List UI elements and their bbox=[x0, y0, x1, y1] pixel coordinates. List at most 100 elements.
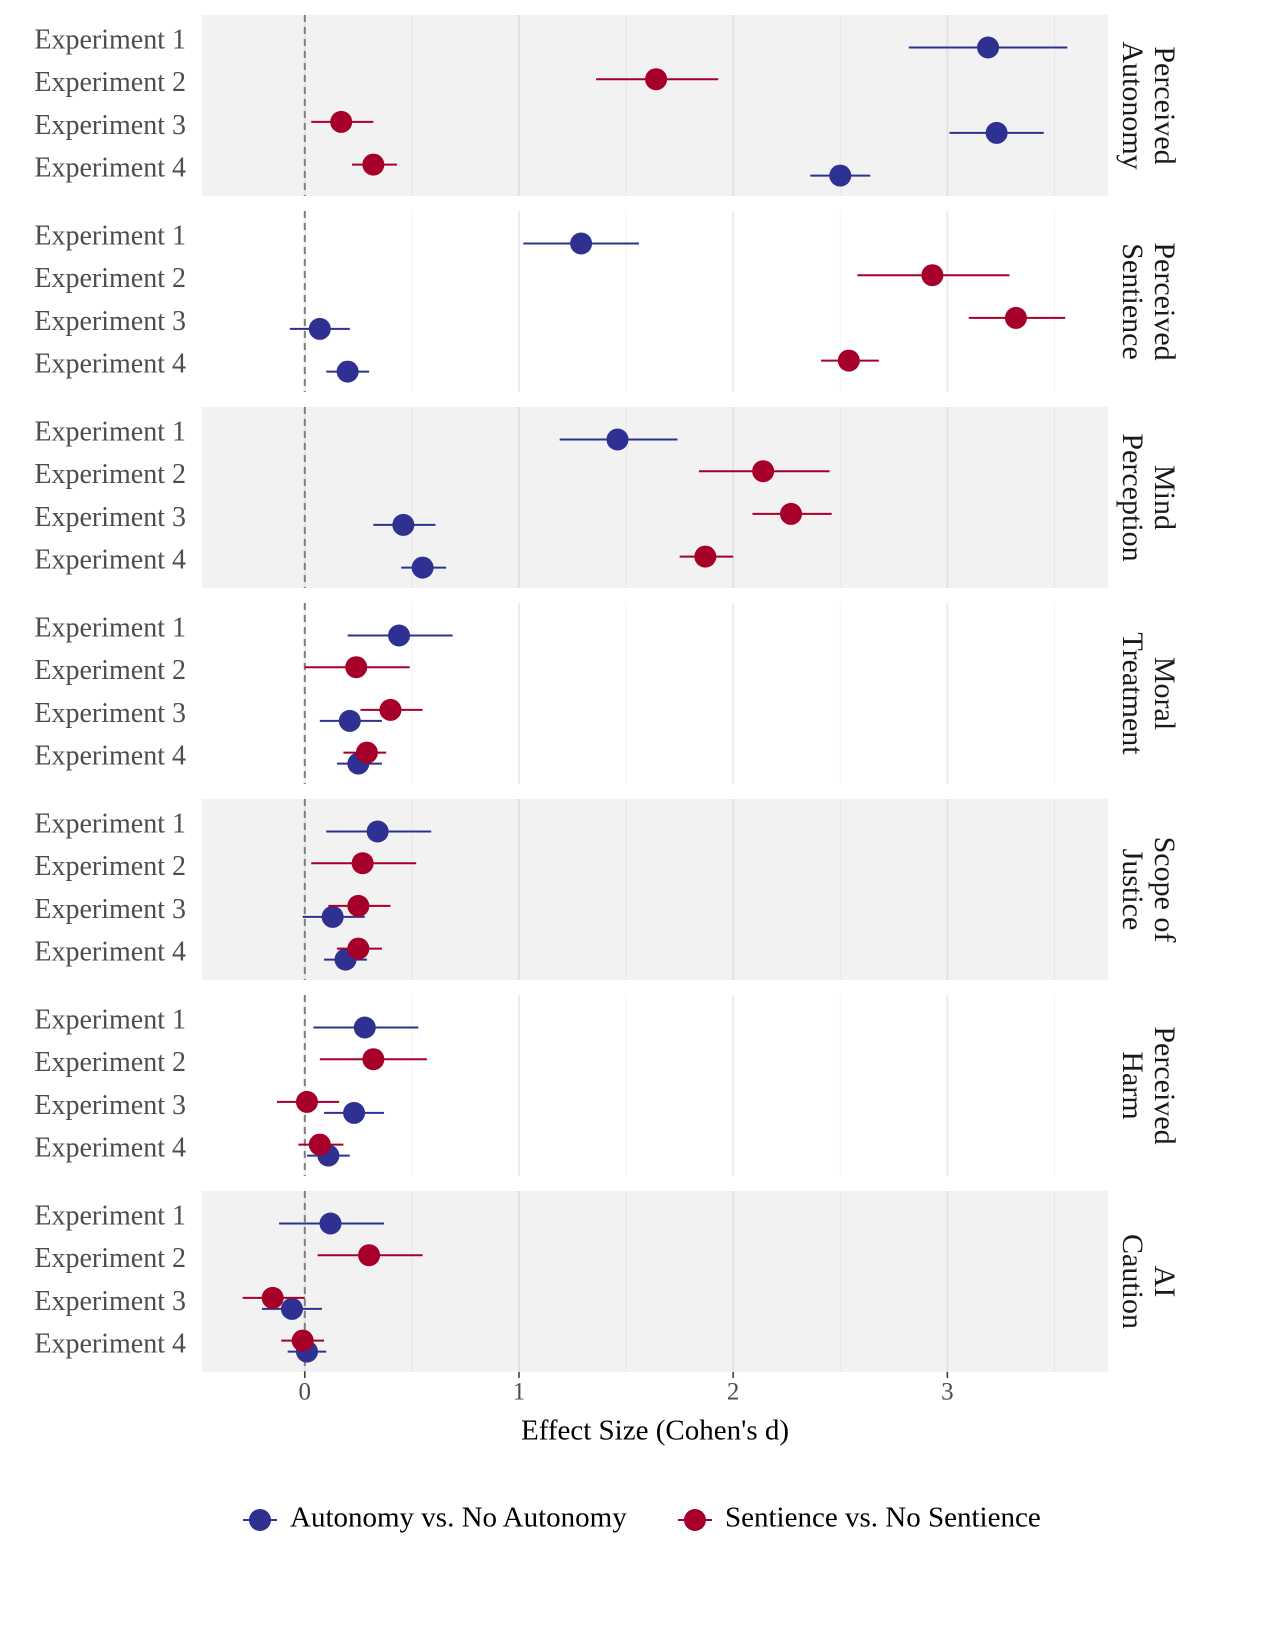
point bbox=[336, 360, 359, 383]
panel-background bbox=[202, 1191, 1108, 1372]
y-tick-label: Experiment 3 bbox=[34, 1090, 186, 1121]
strip-label: PerceivedHarm bbox=[1116, 1026, 1181, 1144]
point bbox=[321, 905, 344, 928]
legend-marker bbox=[684, 1509, 706, 1531]
y-tick-label: Experiment 3 bbox=[34, 698, 186, 729]
y-tick-label: Experiment 4 bbox=[34, 1133, 186, 1164]
strip-label-line: Caution bbox=[1116, 1234, 1149, 1329]
point bbox=[343, 1101, 366, 1124]
point bbox=[411, 556, 434, 579]
legend-label: Autonomy vs. No Autonomy bbox=[290, 1502, 627, 1534]
strip-label: PerceivedSentience bbox=[1116, 242, 1181, 360]
point bbox=[347, 937, 370, 960]
y-tick-label: Experiment 3 bbox=[34, 502, 186, 533]
point bbox=[977, 36, 1000, 59]
point bbox=[338, 709, 361, 732]
point bbox=[570, 232, 593, 255]
point bbox=[366, 820, 389, 843]
point bbox=[261, 1286, 284, 1309]
strip-label-line: Perceived bbox=[1148, 46, 1181, 164]
panel-background bbox=[202, 995, 1108, 1176]
y-tick-label: Experiment 3 bbox=[34, 306, 186, 337]
point bbox=[1004, 306, 1027, 329]
y-tick-label: Experiment 4 bbox=[34, 153, 186, 184]
strip-label-line: Harm bbox=[1116, 1051, 1149, 1119]
y-tick-label: Experiment 2 bbox=[34, 1243, 186, 1274]
y-tick-label: Experiment 3 bbox=[34, 1286, 186, 1317]
legend-marker bbox=[249, 1509, 271, 1531]
point bbox=[351, 852, 374, 875]
point bbox=[752, 460, 775, 483]
point bbox=[353, 1016, 376, 1039]
y-tick-label: Experiment 2 bbox=[34, 851, 186, 882]
y-tick-label: Experiment 1 bbox=[34, 808, 186, 839]
strip-label-line: Treatment bbox=[1116, 632, 1149, 755]
y-tick-label: Experiment 1 bbox=[34, 416, 186, 447]
strip-label-line: AI bbox=[1148, 1266, 1181, 1298]
point bbox=[295, 1090, 318, 1113]
point bbox=[645, 68, 668, 91]
strip-label: PerceivedAutonomy bbox=[1116, 41, 1181, 169]
y-tick-label: Experiment 1 bbox=[34, 220, 186, 251]
y-tick-label: Experiment 2 bbox=[34, 1047, 186, 1078]
y-tick-label: Experiment 1 bbox=[34, 1200, 186, 1231]
y-tick-label: Experiment 4 bbox=[34, 545, 186, 576]
panel-background bbox=[202, 15, 1108, 196]
strip-label-line: Autonomy bbox=[1116, 41, 1149, 169]
point bbox=[308, 317, 331, 340]
point bbox=[921, 264, 944, 287]
panel-background bbox=[202, 211, 1108, 392]
point bbox=[347, 894, 370, 917]
x-tick-label: 2 bbox=[727, 1379, 740, 1406]
point bbox=[362, 1048, 385, 1071]
point bbox=[358, 1244, 381, 1267]
x-tick-label: 1 bbox=[513, 1379, 526, 1406]
panel-background bbox=[202, 603, 1108, 784]
y-tick-label: Experiment 1 bbox=[34, 1004, 186, 1035]
point bbox=[291, 1329, 314, 1352]
point bbox=[308, 1133, 331, 1156]
strip-label-line: Justice bbox=[1116, 849, 1149, 931]
panel-background bbox=[202, 407, 1108, 588]
strip-label-line: Scope of bbox=[1148, 837, 1181, 943]
strip-label-line: Mind bbox=[1148, 465, 1181, 530]
y-tick-label: Experiment 2 bbox=[34, 263, 186, 294]
y-tick-label: Experiment 2 bbox=[34, 655, 186, 686]
x-tick-label: 0 bbox=[299, 1379, 312, 1406]
point bbox=[388, 624, 411, 647]
y-tick-label: Experiment 1 bbox=[34, 24, 186, 55]
strip-label-line: Moral bbox=[1148, 657, 1181, 730]
y-tick-label: Experiment 2 bbox=[34, 459, 186, 490]
point bbox=[355, 741, 378, 764]
strip-label-line: Perceived bbox=[1148, 242, 1181, 360]
y-tick-label: Experiment 4 bbox=[34, 741, 186, 772]
point bbox=[606, 428, 629, 451]
strip-label: MindPerception bbox=[1116, 433, 1181, 561]
strip-label: AICaution bbox=[1116, 1234, 1181, 1329]
point bbox=[362, 153, 385, 176]
strip-label-line: Perception bbox=[1116, 433, 1149, 561]
x-tick-label: 3 bbox=[941, 1379, 954, 1406]
point bbox=[280, 1297, 303, 1320]
point bbox=[985, 121, 1008, 144]
point bbox=[379, 698, 402, 721]
y-tick-label: Experiment 1 bbox=[34, 612, 186, 643]
y-tick-label: Experiment 2 bbox=[34, 67, 186, 98]
y-tick-label: Experiment 4 bbox=[34, 349, 186, 380]
y-tick-label: Experiment 4 bbox=[34, 1329, 186, 1360]
strip-label-line: Sentience bbox=[1116, 243, 1149, 360]
strip-label-line: Perceived bbox=[1148, 1026, 1181, 1144]
point bbox=[330, 110, 353, 133]
x-axis-title: Effect Size (Cohen's d) bbox=[521, 1415, 789, 1447]
point bbox=[829, 164, 852, 187]
point bbox=[345, 656, 368, 679]
y-tick-label: Experiment 4 bbox=[34, 937, 186, 968]
point bbox=[392, 513, 415, 536]
point bbox=[837, 349, 860, 372]
y-tick-label: Experiment 3 bbox=[34, 110, 186, 141]
strip-label: Scope ofJustice bbox=[1116, 837, 1181, 943]
strip-label: MoralTreatment bbox=[1116, 632, 1181, 755]
legend-label: Sentience vs. No Sentience bbox=[725, 1502, 1041, 1534]
y-tick-label: Experiment 3 bbox=[34, 894, 186, 925]
